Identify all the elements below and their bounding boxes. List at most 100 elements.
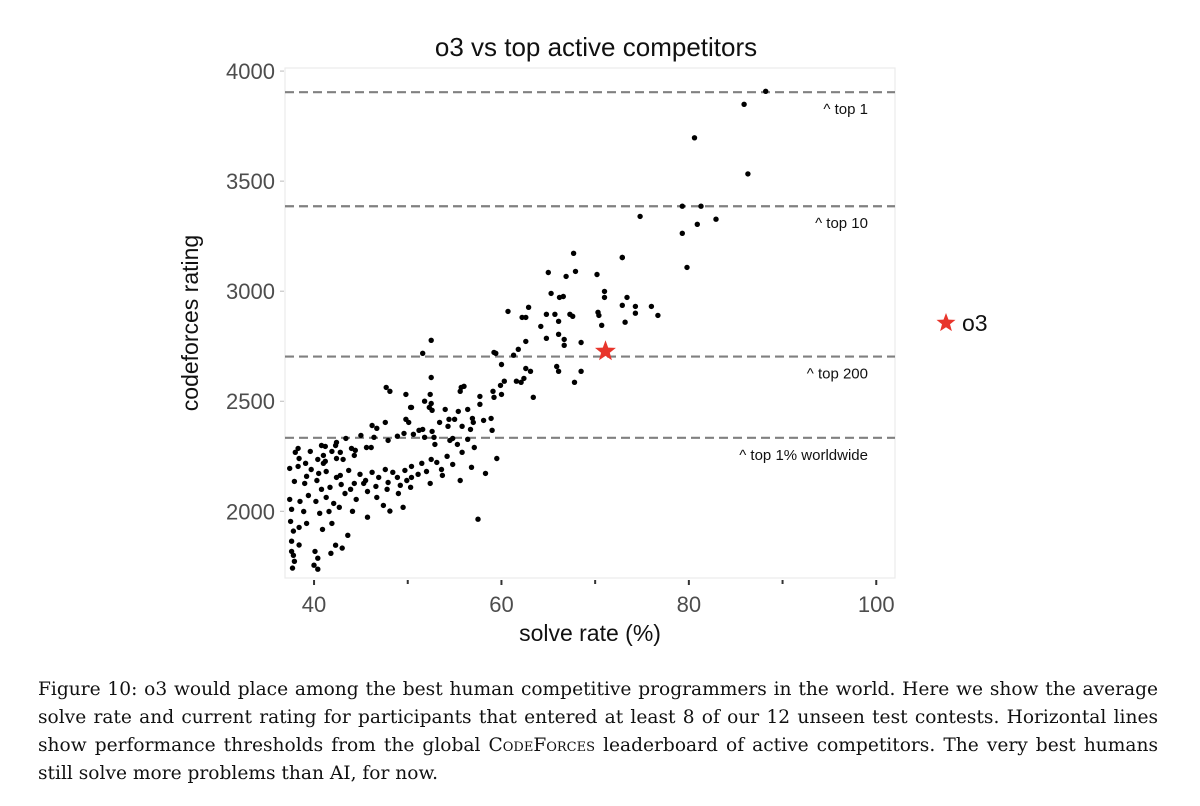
data-point xyxy=(287,518,294,525)
data-point xyxy=(312,548,318,555)
data-point xyxy=(296,455,302,462)
data-point xyxy=(601,294,608,301)
data-point xyxy=(429,428,435,435)
data-point xyxy=(519,314,525,321)
data-point xyxy=(451,416,458,422)
data-point xyxy=(445,423,451,429)
data-point xyxy=(323,494,329,501)
data-point xyxy=(387,388,393,394)
data-point xyxy=(465,436,471,442)
data-point xyxy=(302,460,309,466)
data-point xyxy=(406,419,412,426)
legend-label-o3: o3 xyxy=(962,310,988,336)
caption-codeforces: CodeForces xyxy=(488,735,596,756)
data-point xyxy=(477,393,483,400)
data-point xyxy=(329,448,335,455)
data-point xyxy=(527,368,534,374)
data-point xyxy=(480,417,487,424)
data-point xyxy=(382,466,388,473)
data-point xyxy=(548,290,554,297)
data-point xyxy=(510,352,517,358)
data-point xyxy=(521,375,527,382)
data-point xyxy=(684,264,690,271)
data-point xyxy=(347,486,354,492)
data-point xyxy=(343,435,349,442)
data-point xyxy=(648,303,655,310)
caption-text-end: leaderboard of active competitors. The v… xyxy=(38,735,1158,784)
data-point xyxy=(295,463,301,470)
data-point xyxy=(698,203,704,209)
data-point xyxy=(303,520,310,527)
data-point xyxy=(394,474,401,481)
data-point xyxy=(427,391,433,398)
data-point xyxy=(351,452,357,459)
y-tick-label: 3000 xyxy=(226,279,275,304)
data-point xyxy=(290,552,297,558)
data-point xyxy=(505,308,511,315)
data-point xyxy=(523,314,529,321)
data-point xyxy=(763,88,769,95)
data-point xyxy=(619,302,625,308)
data-point xyxy=(333,455,340,462)
data-point xyxy=(400,504,406,510)
data-point xyxy=(446,416,452,422)
data-point xyxy=(457,477,463,484)
data-point xyxy=(410,431,417,437)
x-tick-label: 80 xyxy=(677,592,701,617)
scatter-chart: o3 vs top active competitors solve rate … xyxy=(177,32,988,646)
data-point xyxy=(501,378,507,384)
data-points xyxy=(287,88,769,572)
data-point xyxy=(337,449,343,455)
data-point xyxy=(323,468,329,475)
data-point xyxy=(288,506,295,512)
data-point xyxy=(349,508,356,514)
data-point xyxy=(488,415,494,422)
data-point xyxy=(384,486,390,492)
data-point xyxy=(543,335,550,341)
data-point xyxy=(555,318,562,324)
data-point xyxy=(436,419,443,426)
data-point xyxy=(543,311,550,317)
data-point xyxy=(376,474,382,481)
o3-marker-group xyxy=(595,340,616,361)
data-point xyxy=(572,268,579,275)
data-point xyxy=(364,488,371,495)
data-point xyxy=(475,516,481,522)
data-point xyxy=(552,311,558,317)
data-point xyxy=(339,545,345,551)
data-point xyxy=(498,361,505,368)
data-point xyxy=(407,404,414,411)
data-point xyxy=(655,312,661,319)
o3-star-marker xyxy=(595,340,616,361)
data-point xyxy=(468,464,475,470)
data-point xyxy=(420,426,426,433)
data-point xyxy=(385,437,391,444)
data-point xyxy=(332,442,339,449)
data-point xyxy=(578,339,584,346)
data-point xyxy=(561,336,567,343)
data-point xyxy=(287,496,293,503)
data-point xyxy=(373,483,379,490)
legend: o3 xyxy=(936,310,988,336)
data-point xyxy=(296,542,302,548)
data-point xyxy=(518,379,524,385)
threshold-label: ^ top 1% worldwide xyxy=(739,447,868,464)
data-point xyxy=(428,456,434,463)
data-point xyxy=(624,294,630,301)
data-point xyxy=(555,331,562,337)
data-point xyxy=(297,498,303,505)
data-point xyxy=(694,221,700,227)
data-point xyxy=(622,319,628,325)
chart-title: o3 vs top active competitors xyxy=(435,32,757,62)
data-point xyxy=(302,480,308,487)
data-point xyxy=(401,430,407,437)
data-point xyxy=(319,526,326,533)
data-point xyxy=(555,368,562,374)
data-point xyxy=(290,528,297,534)
data-point xyxy=(530,394,536,400)
data-point xyxy=(421,434,428,440)
data-point xyxy=(571,379,578,385)
data-point xyxy=(353,496,359,503)
data-point xyxy=(563,273,569,280)
data-point xyxy=(345,532,351,538)
